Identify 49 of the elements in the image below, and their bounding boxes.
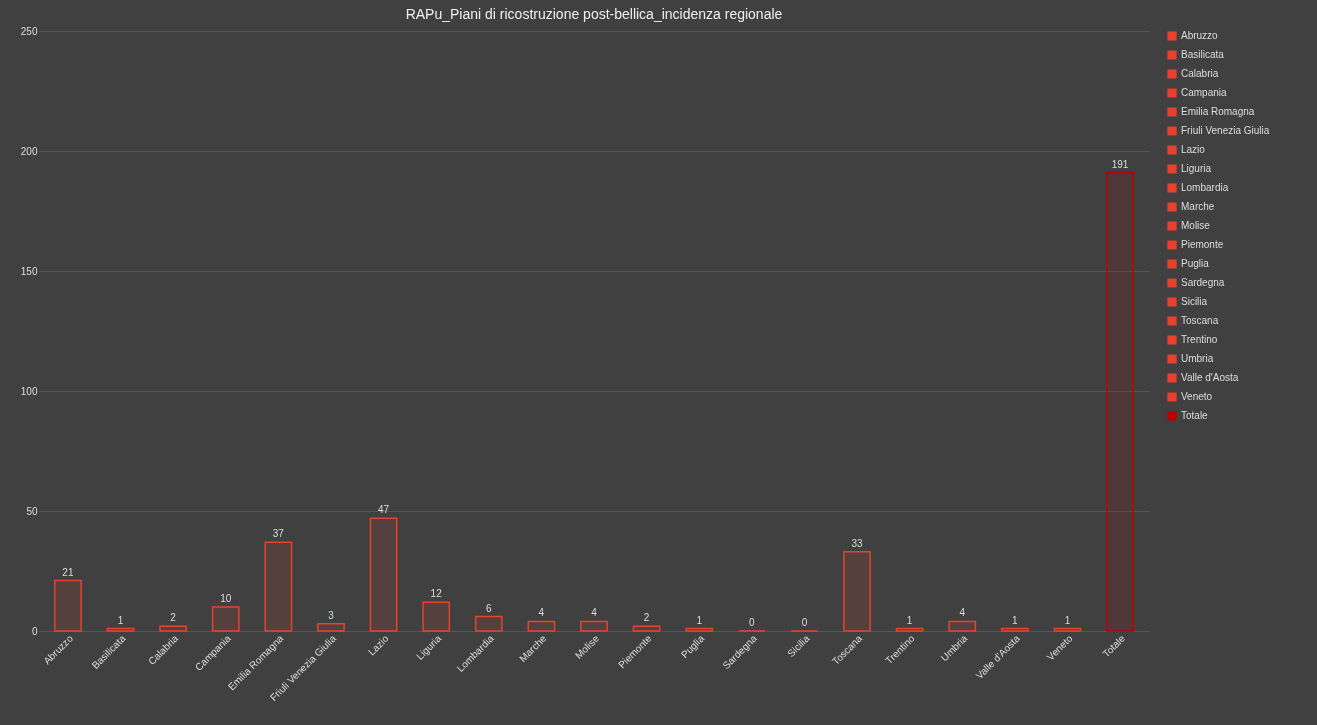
legend-label: Totale (1181, 410, 1209, 421)
legend-label: Friuli Venezia Giulia (1181, 125, 1270, 136)
legend-label: Liguria (1181, 163, 1212, 174)
legend-label: Lazio (1181, 144, 1206, 155)
legend-label: Umbria (1181, 353, 1214, 364)
legend-label: Campania (1181, 87, 1228, 98)
data-label: 191 (1111, 158, 1129, 170)
data-label: 0 (801, 617, 808, 628)
legend-label: Lombardia (1181, 182, 1229, 193)
data-label: 4 (959, 607, 966, 619)
legend-label: Veneto (1181, 391, 1213, 402)
y-tick-label: 250 (20, 25, 38, 37)
chart-title: RAPu_Piani di ricostruzione post-bellica_incidenza regionale (405, 6, 783, 22)
data-label: 1 (1064, 614, 1071, 626)
y-tick-label: 200 (20, 145, 38, 157)
data-label: 2 (170, 612, 177, 624)
legend-label: Calabria (1181, 68, 1219, 79)
legend-label: Toscana (1181, 315, 1219, 326)
data-label: 1 (906, 614, 913, 626)
y-tick-label: 100 (20, 385, 38, 397)
legend-label: Sicilia (1181, 296, 1208, 307)
legend-label: Valle d'Aosta (1181, 372, 1239, 383)
y-tick-label: 0 (31, 625, 38, 637)
legend-label: Puglia (1181, 258, 1210, 269)
data-label: 1 (1012, 614, 1019, 626)
data-label: 21 (62, 566, 74, 578)
data-label: 1 (696, 614, 703, 626)
data-label: 4 (538, 607, 545, 619)
legend-label: Molise (1181, 220, 1211, 231)
y-tick-label: 50 (26, 505, 38, 517)
data-label: 4 (591, 607, 598, 619)
legend-label: Emilia Romagna (1181, 106, 1255, 117)
legend-label: Marche (1181, 201, 1215, 212)
data-label: 12 (430, 588, 443, 600)
y-tick-label: 150 (20, 265, 38, 277)
legend-label: Abruzzo (1181, 30, 1219, 41)
data-label: 2 (643, 612, 650, 624)
legend-label: Trentino (1181, 334, 1218, 345)
legend-label: Basilicata (1181, 49, 1225, 60)
legend-label: Sardegna (1181, 277, 1225, 288)
data-label: 1 (117, 614, 124, 626)
data-label: 0 (749, 617, 756, 628)
data-label: 10 (220, 593, 232, 604)
data-label: 3 (328, 609, 335, 621)
legend-label: Piemonte (1181, 239, 1224, 250)
data-label: 37 (272, 528, 285, 540)
data-label: 6 (486, 602, 493, 614)
data-label: 47 (378, 504, 390, 516)
data-label: 33 (851, 537, 864, 549)
